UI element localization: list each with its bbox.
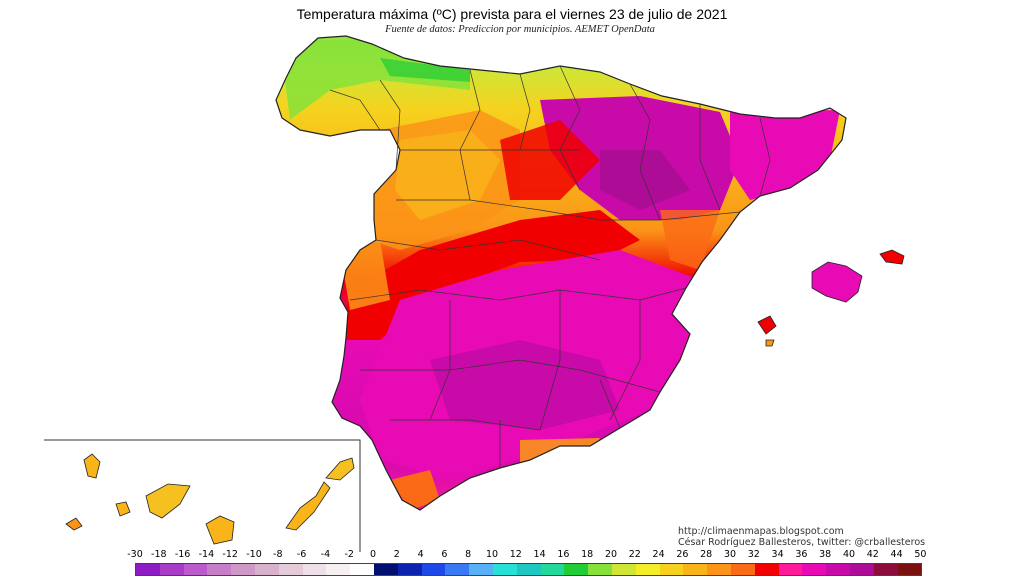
- legend-tick-label: 22: [628, 549, 641, 560]
- legend-swatch: [849, 564, 874, 575]
- data-source-subtitle: Fuente de datos: Prediccion por municipi…: [385, 24, 655, 35]
- legend-tick-label: 8: [465, 549, 472, 560]
- legend-swatch: [611, 564, 636, 575]
- legend-swatch: [730, 564, 755, 575]
- mallorca: [811, 261, 863, 303]
- legend-tick-label: 30: [723, 549, 737, 560]
- legend-tick-label: 4: [417, 549, 424, 560]
- legend-swatch: [778, 564, 803, 575]
- legend-tick-label: -8: [273, 549, 283, 560]
- legend-swatch: [302, 564, 327, 575]
- legend-swatch: [707, 564, 731, 575]
- legend-swatch: [492, 564, 517, 575]
- legend-tick-label: -2: [344, 549, 354, 560]
- legend-swatch: [207, 564, 232, 575]
- legend-swatch: [564, 564, 589, 575]
- legend-tick-label: 38: [819, 549, 832, 560]
- legend-swatch: [183, 564, 208, 575]
- la-palma: [83, 453, 101, 479]
- gran-canaria: [205, 515, 235, 545]
- legend-tick-label: 34: [771, 549, 784, 560]
- legend-swatch: [754, 564, 779, 575]
- lanzarote: [325, 457, 355, 481]
- canary-islands: [65, 453, 355, 545]
- legend-tick-label: -6: [296, 549, 307, 560]
- legend-tick-label: 28: [700, 549, 713, 560]
- legend-tick-label: -18: [151, 549, 167, 560]
- legend-tick-label: -16: [174, 549, 191, 560]
- legend-tick-label: -12: [222, 549, 238, 560]
- legend-swatch: [516, 564, 541, 575]
- legend-swatch: [683, 564, 708, 575]
- legend-tick-label: 12: [509, 549, 522, 560]
- legend-swatch: [373, 564, 398, 575]
- legend-tick-label: 0: [369, 549, 377, 560]
- la-gomera: [115, 501, 131, 517]
- author-credit: César Rodríguez Ballesteros, twitter: @c…: [678, 537, 926, 548]
- legend-tick-label: 26: [676, 549, 689, 560]
- legend-swatch: [254, 564, 279, 575]
- legend-swatch: [588, 564, 612, 575]
- legend-tick-label: 36: [795, 549, 808, 560]
- map-title: Temperatura máxima (ºC) prevista para el…: [296, 6, 728, 22]
- legend-swatch: [421, 564, 446, 575]
- legend-swatch: [469, 564, 493, 575]
- legend-swatch: [278, 564, 303, 575]
- peninsula-outline: [275, 35, 847, 511]
- legend-swatch: [231, 564, 255, 575]
- legend-tick-label: 10: [485, 549, 499, 560]
- legend-tick-label: 2: [393, 549, 400, 560]
- legend-tick-label: -4: [320, 549, 331, 560]
- ibiza: [757, 315, 777, 335]
- legend-swatch: [802, 564, 827, 575]
- legend-tick-label: 24: [652, 549, 665, 560]
- peninsula: [276, 36, 846, 510]
- legend-labels: -30 -18 -16 -14 -12 -10 -8 -6 -4 -2 0 2 4 6 8 10 12 14 16 1…: [0, 549, 1024, 563]
- legend-tick-label: 16: [557, 549, 570, 560]
- legend-tick-label: 40: [842, 549, 856, 560]
- legend-swatch: [659, 564, 684, 575]
- legend-swatch: [897, 564, 922, 575]
- legend-tick-label: 14: [533, 549, 546, 560]
- legend-swatch: [326, 564, 351, 575]
- legend-swatch: [397, 564, 422, 575]
- legend-tick-label: 6: [441, 549, 448, 560]
- formentera: [765, 339, 775, 347]
- legend-tick-label: 20: [604, 549, 618, 560]
- legend-swatch: [873, 564, 898, 575]
- legend-swatch: [445, 564, 470, 575]
- legend-tick-label: 18: [581, 549, 594, 560]
- legend-tick-label: -30: [127, 549, 143, 560]
- legend-swatch: [635, 564, 660, 575]
- legend-swatch: [540, 564, 565, 575]
- menorca: [879, 249, 905, 265]
- legend-colorbar: [135, 563, 923, 576]
- balearic-islands: [757, 249, 905, 347]
- legend-tick-label: -14: [198, 549, 215, 560]
- legend-swatch: [159, 564, 184, 575]
- fuerteventura: [285, 481, 331, 531]
- legend-swatch: [136, 564, 160, 575]
- tenerife: [145, 483, 191, 519]
- legend-tick-label: 32: [747, 549, 760, 560]
- canary-inset-frame: [44, 439, 361, 552]
- el-hierro: [65, 517, 83, 531]
- legend-tick-label: 50: [914, 549, 927, 560]
- legend-swatch: [826, 564, 850, 575]
- legend-tick-label: -10: [246, 549, 262, 560]
- blog-url[interactable]: http://climaenmapas.blogspot.com: [678, 526, 844, 537]
- province-boundaries: [329, 65, 771, 468]
- legend-tick-label: 42: [866, 549, 879, 560]
- legend-tick-label: 44: [890, 549, 903, 560]
- legend-swatch: [350, 564, 374, 575]
